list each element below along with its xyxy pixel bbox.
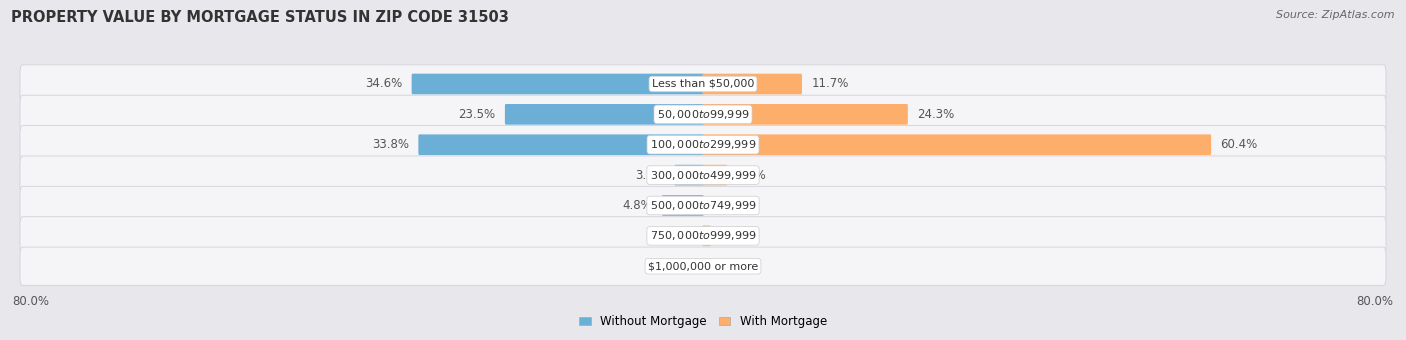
Text: 11.7%: 11.7% [811,78,849,90]
FancyBboxPatch shape [20,65,1386,103]
Text: $750,000 to $999,999: $750,000 to $999,999 [650,230,756,242]
Text: Source: ZipAtlas.com: Source: ZipAtlas.com [1277,10,1395,20]
Text: 2.8%: 2.8% [737,169,766,182]
FancyBboxPatch shape [419,134,703,155]
Text: PROPERTY VALUE BY MORTGAGE STATUS IN ZIP CODE 31503: PROPERTY VALUE BY MORTGAGE STATUS IN ZIP… [11,10,509,25]
Text: $50,000 to $99,999: $50,000 to $99,999 [657,108,749,121]
FancyBboxPatch shape [20,217,1386,255]
FancyBboxPatch shape [20,247,1386,285]
Text: 0%: 0% [713,199,731,212]
FancyBboxPatch shape [703,104,908,125]
FancyBboxPatch shape [20,186,1386,225]
FancyBboxPatch shape [20,125,1386,164]
FancyBboxPatch shape [412,74,703,94]
Text: 0.85%: 0.85% [720,230,758,242]
Legend: Without Mortgage, With Mortgage: Without Mortgage, With Mortgage [574,311,832,333]
FancyBboxPatch shape [703,134,1211,155]
Text: 0%: 0% [675,260,693,273]
Text: 34.6%: 34.6% [366,78,402,90]
Text: 60.4%: 60.4% [1220,138,1258,151]
FancyBboxPatch shape [675,165,703,185]
Text: 24.3%: 24.3% [917,108,955,121]
Text: 33.8%: 33.8% [373,138,409,151]
FancyBboxPatch shape [20,156,1386,194]
FancyBboxPatch shape [662,195,703,216]
Text: 0%: 0% [675,230,693,242]
Text: $500,000 to $749,999: $500,000 to $749,999 [650,199,756,212]
FancyBboxPatch shape [703,225,711,246]
FancyBboxPatch shape [20,95,1386,134]
Text: $300,000 to $499,999: $300,000 to $499,999 [650,169,756,182]
Text: $1,000,000 or more: $1,000,000 or more [648,261,758,271]
Text: 3.3%: 3.3% [636,169,665,182]
FancyBboxPatch shape [703,74,801,94]
Text: Less than $50,000: Less than $50,000 [652,79,754,89]
Text: 23.5%: 23.5% [458,108,495,121]
Text: $100,000 to $299,999: $100,000 to $299,999 [650,138,756,151]
Text: 4.8%: 4.8% [623,199,652,212]
FancyBboxPatch shape [505,104,703,125]
FancyBboxPatch shape [703,165,727,185]
Text: 0%: 0% [713,260,731,273]
